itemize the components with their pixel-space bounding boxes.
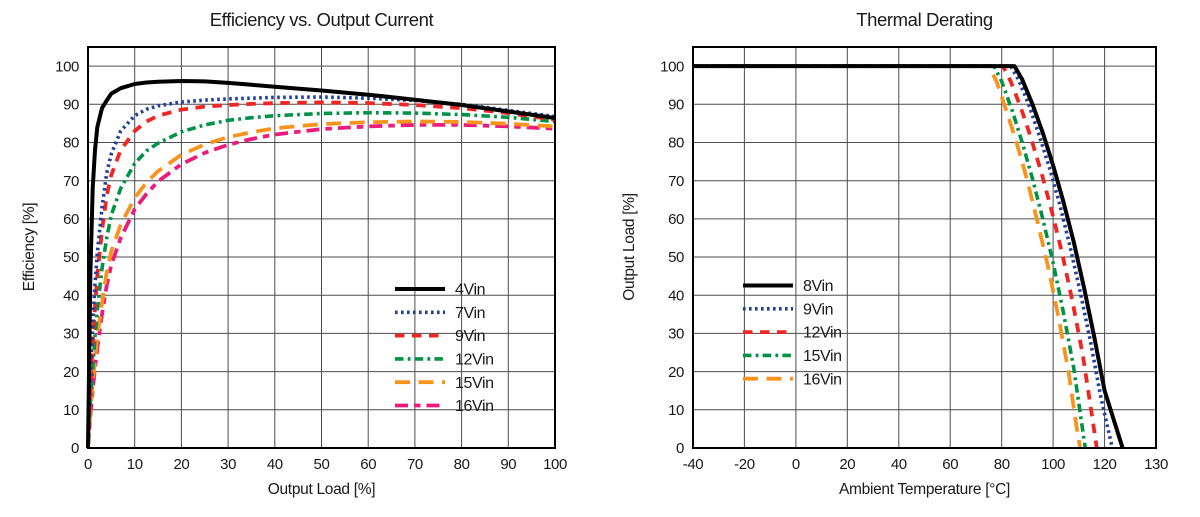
y-tick-label: 50 [63,249,79,266]
series-curve-7Vin [86,95,556,449]
y-tick-label: 50 [668,249,684,266]
y-tick-label: 0 [676,440,684,457]
y-tick-label: 20 [63,364,79,381]
legend-label-12Vin: 12Vin [803,325,842,342]
x-axis-label-output-load: Output Load [%] [267,481,376,498]
x-tick-label: 20 [839,456,855,473]
y-tick-label: 90 [63,97,79,114]
chart-title-derating: Thermal Derating [856,9,993,30]
x-tick-label: 100 [1041,456,1065,473]
legend-label-9Vin: 9Vin [455,328,485,345]
y-tick-label: 40 [63,287,79,304]
y-tick-label: 10 [668,402,684,419]
chart-title-efficiency: Efficiency vs. Output Current [209,9,434,30]
series-curve-9Vin [86,100,556,449]
x-tick-label: 80 [454,456,470,473]
legend-label-9Vin: 9Vin [803,301,833,318]
x-tick-label: -40 [683,456,704,473]
x-tick-label: 60 [360,456,376,473]
series-curve-15Vin [86,119,556,449]
y-tick-label: 100 [55,58,79,75]
y-tick-label: 60 [668,211,684,228]
legend-label-16Vin: 16Vin [455,398,494,415]
legend-label-7Vin: 7Vin [455,305,485,322]
efficiency-plot: 0 10 20 30 40 50 60 70 80 90 100 0 10 20 30 40 50 60 70 80 9… [55,46,567,473]
y-tick-label: 20 [668,364,684,381]
legend-label-16Vin: 16Vin [803,371,842,388]
y-tick-label: 30 [63,326,79,343]
series-curve-9Vin [693,64,1115,449]
y-tick-label: 30 [668,326,684,343]
legend-label-12Vin: 12Vin [455,352,494,369]
x-tick-label: 90 [500,456,516,473]
x-tick-label: 10 [127,456,143,473]
x-tick-label: 40 [267,456,283,473]
legend-label-15Vin: 15Vin [455,375,494,392]
efficiency-chart: Efficiency vs. Output Current 0 10 20 30 40 5… [21,9,567,498]
x-tick-label: 120 [1093,456,1117,473]
thermal-derating-chart: Thermal Derating -40 -20 0 20 40 60 80 100 120 13… [600,0,1200,517]
plot-frame [692,46,1157,449]
x-tick-label: 70 [407,456,423,473]
legend-label-8Vin: 8Vin [803,278,833,295]
x-tick-label: 130 [1144,456,1168,473]
x-tick-label: 0 [84,456,92,473]
y-tick-label: 100 [660,58,684,75]
legend-label-4Vin: 4Vin [455,282,485,299]
y-tick-label: 80 [668,135,684,152]
derating-plot: -40 -20 0 20 40 60 80 100 120 130 0 10 20 30 40 50 60 70 8… [660,46,1168,473]
y-tick-label: 0 [71,440,79,457]
y-tick-label: 60 [63,211,79,228]
series-curve-16Vin [693,64,1082,449]
series-curve-15Vin [693,64,1088,449]
x-tick-label: 20 [173,456,189,473]
series-curve-4Vin [86,79,556,449]
series-curve-12Vin [693,64,1099,449]
x-axis-label-ambient-temperature: Ambient Temperature [°C] [838,481,1010,498]
series-curve-12Vin [86,110,556,449]
y-axis-label-output-load: Output Load [%] [621,193,638,301]
plot-frame [87,46,556,449]
x-tick-label: 0 [792,456,800,473]
x-tick-label: 50 [314,456,330,473]
x-tick-label: 80 [994,456,1010,473]
x-tick-label: 60 [942,456,958,473]
y-tick-label: 70 [63,173,79,190]
x-tick-label: 30 [220,456,236,473]
y-tick-label: 70 [668,173,684,190]
y-tick-label: 10 [63,402,79,419]
x-tick-label: 100 [543,456,567,473]
y-tick-label: 80 [63,135,79,152]
y-tick-label: 90 [668,97,684,114]
legend-label-15Vin: 15Vin [803,348,842,365]
x-tick-label: 40 [891,456,907,473]
y-axis-label-efficiency: Efficiency [%] [21,202,38,292]
series-curve-8Vin [693,64,1125,449]
y-tick-label: 40 [668,287,684,304]
x-tick-label: -20 [734,456,755,473]
